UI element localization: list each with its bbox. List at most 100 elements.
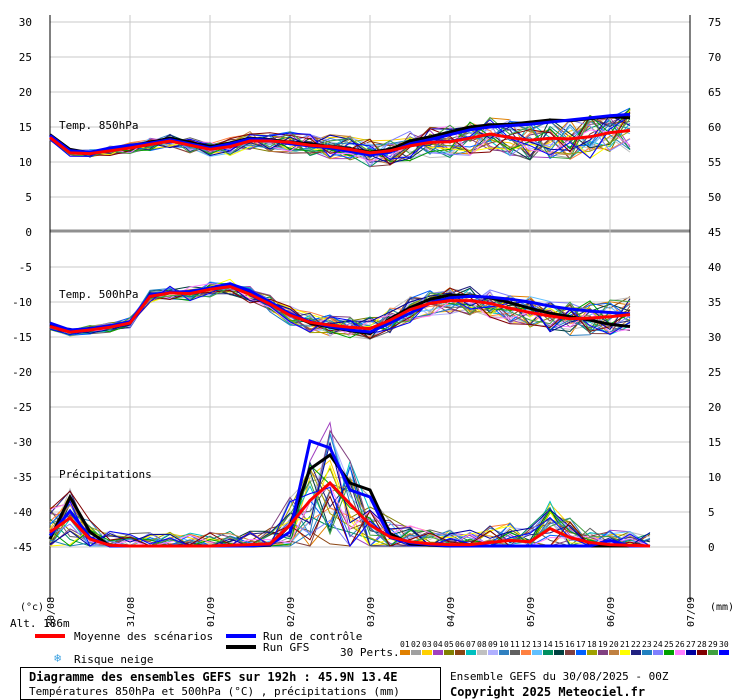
unit-left: (°c) (20, 602, 44, 613)
left-tick-label: -40 (12, 506, 32, 519)
panel-title-850: Temp. 850hPa (59, 119, 138, 132)
x-tick-label: 31/08 (126, 597, 137, 627)
right-tick-label: 60 (708, 121, 721, 134)
x-tick-label: 01/09 (206, 597, 217, 627)
pert-color (466, 650, 476, 655)
ensemble-member-line (49, 116, 631, 160)
pert-color (455, 650, 465, 655)
series-line-mean (49, 480, 651, 548)
pert-number: 24 (653, 640, 663, 649)
pert-color (609, 650, 619, 655)
pert-color (444, 650, 454, 655)
legend-control-label: Run de contrôle (263, 630, 363, 643)
pert-number: 17 (576, 640, 586, 649)
pert-color (433, 650, 443, 655)
pert-number: 26 (675, 640, 685, 649)
pert-number: 19 (598, 640, 608, 649)
ensemble-member-line (49, 464, 651, 547)
panel-title-precip: Précipitations (59, 468, 152, 481)
pert-number: 09 (488, 640, 498, 649)
pert-color (510, 650, 520, 655)
pert-number: 04 (433, 640, 443, 649)
x-tick-label: 04/09 (446, 597, 457, 627)
pert-number: 21 (620, 640, 630, 649)
panel-title-500: Temp. 500hPa (59, 288, 138, 301)
pert-color (631, 650, 641, 655)
right-tick-label: 65 (708, 86, 721, 99)
x-tick-label: 07/09 (686, 597, 697, 627)
pert-number: 11 (510, 640, 520, 649)
pert-number: 29 (708, 640, 718, 649)
ensemble-member-line (49, 486, 651, 548)
pert-number: 13 (532, 640, 542, 649)
snowflake-icon: ❄ (54, 651, 62, 665)
pert-color (411, 650, 421, 655)
ensemble-member-line (49, 466, 651, 547)
pert-number: 22 (631, 640, 641, 649)
pert-color (620, 650, 630, 655)
right-tick-label: 55 (708, 156, 721, 169)
ensemble-run-label: Ensemble GEFS du 30/08/2025 - 00Z (450, 670, 669, 683)
pert-number: 23 (642, 640, 652, 649)
right-tick-label: 10 (708, 471, 721, 484)
left-tick-label: -30 (12, 436, 32, 449)
legend-mean-swatch (35, 634, 65, 638)
pert-number: 02 (411, 640, 421, 649)
x-tick-label: 30/08 (46, 597, 57, 627)
left-tick-label: -5 (19, 261, 32, 274)
right-tick-label: 50 (708, 191, 721, 204)
left-tick-label: -35 (12, 471, 32, 484)
left-tick-label: 15 (19, 121, 32, 134)
right-tick-label: 40 (708, 261, 721, 274)
right-tick-label: 70 (708, 51, 721, 64)
pert-number: 28 (697, 640, 707, 649)
pert-number: 08 (477, 640, 487, 649)
right-tick-label: 75 (708, 16, 721, 29)
pert-number: 18 (587, 640, 597, 649)
legend-snow-label: Risque neige (74, 653, 154, 666)
left-tick-label: -45 (12, 541, 32, 554)
footer-box: Diagramme des ensembles GEFS sur 192h : … (20, 667, 441, 700)
left-tick-label: 10 (19, 156, 32, 169)
pert-number: 16 (565, 640, 575, 649)
left-tick-label: 30 (19, 16, 32, 29)
pert-number: 07 (466, 640, 476, 649)
footer-subtitle: Températures 850hPa et 500hPa (°C) , pré… (29, 685, 400, 698)
pert-color (675, 650, 685, 655)
axis-labels: 302520151050-5-10-15-20-25-30-35-40-4575… (12, 16, 721, 627)
perts-label: 30 Perts. (340, 646, 400, 659)
right-tick-label: 15 (708, 436, 721, 449)
left-tick-label: 5 (25, 191, 32, 204)
pert-color (576, 650, 586, 655)
pert-number: 05 (444, 640, 454, 649)
right-tick-label: 20 (708, 401, 721, 414)
pert-number: 03 (422, 640, 432, 649)
copyright-label: Copyright 2025 Meteociel.fr (450, 685, 646, 699)
pert-number: 10 (499, 640, 509, 649)
ensemble-member-line (49, 464, 651, 547)
altitude-label: Alt. 186m (10, 617, 70, 630)
pert-color (697, 650, 707, 655)
main-series (48, 112, 651, 548)
panel-titles: Temp. 850hPa Temp. 500hPa Précipitations (59, 119, 152, 481)
pert-color (543, 650, 553, 655)
series-line-mean (49, 129, 631, 156)
pert-color (598, 650, 608, 655)
legend-control-swatch (226, 634, 256, 638)
pert-number: 27 (686, 640, 696, 649)
pert-color (653, 650, 663, 655)
unit-right: (mm) (710, 602, 734, 613)
pert-color (477, 650, 487, 655)
left-tick-label: 20 (19, 86, 32, 99)
pert-number: 01 (400, 640, 410, 649)
grid (49, 15, 691, 600)
right-tick-label: 30 (708, 331, 721, 344)
footer-title: Diagramme des ensembles GEFS sur 192h : … (29, 670, 398, 684)
left-tick-label: -25 (12, 401, 32, 414)
pert-color (642, 650, 652, 655)
pert-color (664, 650, 674, 655)
pert-number: 25 (664, 640, 674, 649)
pert-number: 06 (455, 640, 465, 649)
pert-color (554, 650, 564, 655)
